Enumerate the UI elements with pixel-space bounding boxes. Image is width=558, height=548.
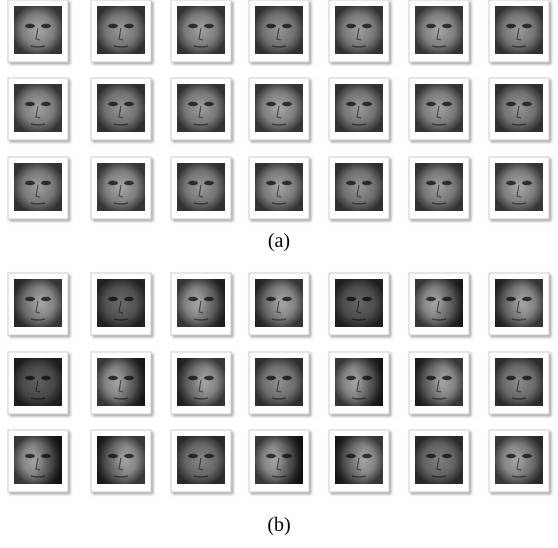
face-tile: [329, 273, 389, 335]
face-tile: [409, 78, 469, 140]
face-tile: [329, 78, 389, 140]
figure: (a) (b): [0, 0, 558, 548]
face-tile: [171, 78, 231, 140]
face-tile: [8, 352, 68, 414]
face-tile: [249, 78, 309, 140]
face-tile: [249, 273, 309, 335]
face-tile: [91, 273, 151, 335]
face-tile: [249, 352, 309, 414]
face-tile: [409, 430, 469, 492]
face-tile: [171, 273, 231, 335]
face-tile: [8, 78, 68, 140]
face-tile: [409, 273, 469, 335]
face-tile: [91, 78, 151, 140]
face-tile: [171, 430, 231, 492]
face-tile: [91, 157, 151, 219]
face-tile: [489, 157, 549, 219]
face-tile: [91, 0, 151, 62]
face-tile: [409, 157, 469, 219]
face-tile: [329, 430, 389, 492]
face-tile: [8, 273, 68, 335]
face-tile: [249, 430, 309, 492]
face-tile: [329, 352, 389, 414]
face-tile: [489, 273, 549, 335]
face-tile: [171, 0, 231, 62]
face-tile: [489, 430, 549, 492]
face-tile: [171, 157, 231, 219]
face-tile: [489, 0, 549, 62]
face-tile: [8, 157, 68, 219]
caption: (a): [0, 230, 558, 253]
face-grids: [0, 0, 558, 548]
face-tile: [91, 352, 151, 414]
face-tile: [329, 157, 389, 219]
face-tile: [171, 352, 231, 414]
face-tile: [329, 0, 389, 62]
caption: (b): [0, 514, 558, 537]
face-tile: [91, 430, 151, 492]
face-tile: [8, 0, 68, 62]
face-tile: [249, 0, 309, 62]
face-tile: [489, 78, 549, 140]
face-tile: [409, 352, 469, 414]
face-tile: [249, 157, 309, 219]
face-tile: [489, 352, 549, 414]
face-tile: [8, 430, 68, 492]
face-tile: [409, 0, 469, 62]
